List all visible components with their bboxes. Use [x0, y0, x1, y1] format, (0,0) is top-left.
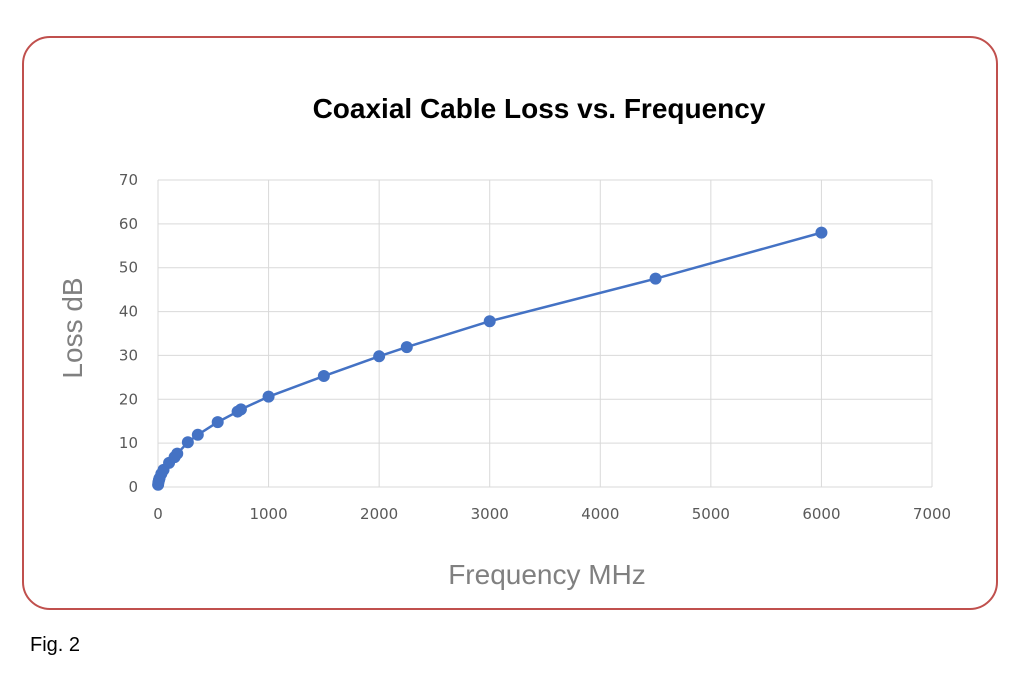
y-tick-label: 10 [119, 434, 138, 452]
chart-title: Coaxial Cable Loss vs. Frequency [313, 93, 766, 124]
figure-caption: Fig. 2 [30, 634, 81, 656]
data-point [317, 370, 330, 383]
chart-frame: Coaxial Cable Loss vs. Frequency 0 10 20 30… [22, 36, 998, 610]
y-tick-label: 50 [119, 259, 138, 277]
data-point [191, 428, 204, 441]
data-series [152, 226, 828, 491]
y-tick-label: 60 [119, 215, 138, 233]
x-tick-label: 4000 [581, 505, 619, 523]
x-tick-label: 6000 [802, 505, 840, 523]
data-point [400, 341, 413, 354]
data-point [483, 315, 496, 328]
x-tick-label: 3000 [471, 505, 509, 523]
y-axis-label: Loss dB [57, 277, 88, 378]
y-tick-label: 40 [119, 303, 138, 321]
data-point [211, 416, 224, 429]
x-tick-label: 0 [153, 505, 163, 523]
data-point [234, 403, 247, 416]
y-tick-label: 20 [119, 390, 138, 408]
data-point [262, 390, 275, 403]
data-point [649, 272, 662, 285]
y-tick-label: 0 [128, 478, 138, 496]
x-tick-label: 5000 [692, 505, 730, 523]
gridlines [157, 179, 933, 488]
x-tick-label: 1000 [249, 505, 287, 523]
chart: Coaxial Cable Loss vs. Frequency 0 10 20 30… [57, 93, 951, 590]
data-point [815, 226, 828, 239]
y-tick-label: 70 [119, 171, 138, 189]
data-point [171, 447, 184, 460]
y-tick-labels: 0 10 20 30 40 50 60 70 [119, 171, 138, 496]
x-tick-label: 2000 [360, 505, 398, 523]
data-point [373, 350, 386, 363]
y-tick-label: 30 [119, 346, 138, 364]
x-axis-label: Frequency MHz [448, 559, 646, 590]
x-tick-label: 7000 [913, 505, 951, 523]
x-tick-labels: 0 1000 2000 3000 4000 5000 6000 7000 [153, 505, 951, 523]
data-point [181, 436, 194, 449]
